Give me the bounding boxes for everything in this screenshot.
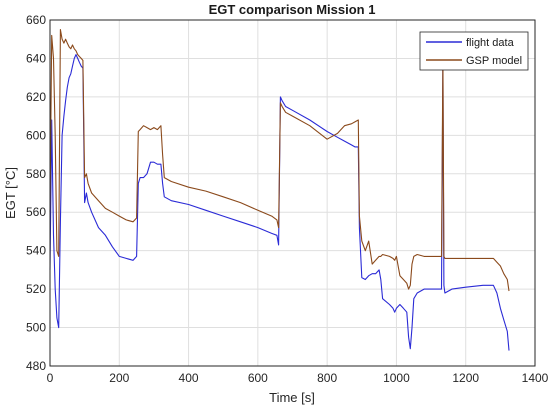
- series-line-flight-data: [49, 54, 510, 351]
- x-tick-label: 0: [47, 371, 54, 385]
- y-tick-label: 620: [26, 90, 46, 104]
- x-tick-label: 800: [317, 371, 337, 385]
- x-tick-label: 1400: [522, 371, 549, 385]
- legend-label-gsp-model: GSP model: [466, 55, 522, 67]
- y-axis-label: EGT [°C]: [3, 167, 18, 219]
- legend: flight data GSP model: [419, 31, 529, 71]
- y-tick-label: 560: [26, 205, 46, 219]
- plot-frame: [49, 19, 536, 367]
- legend-label-flight-data: flight data: [466, 37, 515, 49]
- y-tick-label: 640: [26, 51, 46, 65]
- y-tick-label: 520: [26, 282, 46, 296]
- grid-lines: [49, 19, 536, 367]
- x-axis-label: Time [s]: [269, 390, 315, 405]
- x-tick-label: 600: [248, 371, 268, 385]
- y-tick-label: 540: [26, 244, 46, 258]
- x-tick-label: 1200: [452, 371, 479, 385]
- y-tick-label: 600: [26, 128, 46, 142]
- x-tick-label: 1000: [383, 371, 410, 385]
- y-tick-label: 580: [26, 167, 46, 181]
- y-tick-label: 480: [26, 359, 46, 373]
- y-tick-label: 660: [26, 13, 46, 27]
- legend-box: [419, 31, 529, 71]
- series-line-gsp-model: [49, 29, 510, 292]
- chart-title: EGT comparison Mission 1: [209, 2, 376, 17]
- x-tick-label: 400: [179, 371, 199, 385]
- y-tick-label: 500: [26, 321, 46, 335]
- tick-labels: 0 200 400 600 800 1000 1200 1400 480 500 520 540 560…: [26, 13, 549, 385]
- series-lines: [49, 29, 510, 351]
- x-tick-label: 200: [109, 371, 129, 385]
